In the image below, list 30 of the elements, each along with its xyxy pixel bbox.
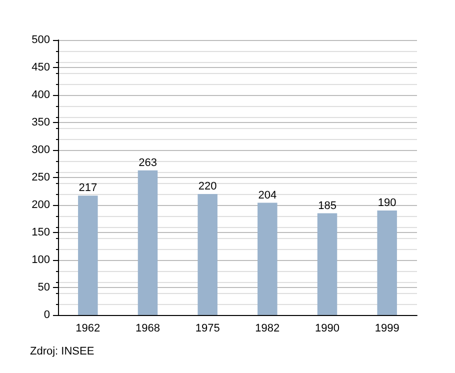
x-tick-label: 1975 bbox=[195, 322, 220, 334]
data-label: 263 bbox=[138, 156, 157, 169]
y-tick-label: 150 bbox=[32, 226, 50, 238]
data-label: 185 bbox=[318, 200, 336, 212]
y-tick-label: 350 bbox=[32, 116, 50, 128]
x-tick-label: 1968 bbox=[136, 322, 160, 334]
bar bbox=[138, 170, 158, 315]
text: Zdroj: INSEE bbox=[30, 346, 94, 358]
bar bbox=[78, 196, 98, 315]
y-tick-label: 0 bbox=[44, 309, 50, 321]
data-label: 204 bbox=[258, 189, 277, 202]
y-tick-label: 400 bbox=[32, 89, 50, 101]
data-label: 220 bbox=[198, 180, 217, 192]
x-tick-label: 1962 bbox=[76, 322, 100, 334]
y-tick-label: 450 bbox=[32, 62, 50, 74]
bar bbox=[258, 202, 278, 315]
y-tick-label: 250 bbox=[32, 172, 50, 184]
bar bbox=[198, 194, 218, 315]
y-tick-label: 500 bbox=[32, 34, 50, 46]
bar bbox=[377, 210, 397, 315]
y-tick-label: 100 bbox=[32, 254, 50, 266]
x-tick-label: 1999 bbox=[374, 322, 400, 334]
x-tick-label: 1990 bbox=[315, 322, 340, 334]
data-label: 217 bbox=[78, 182, 98, 194]
data-label: 190 bbox=[378, 197, 396, 209]
y-tick-label: 200 bbox=[32, 199, 50, 211]
y-tick-label: 300 bbox=[32, 144, 50, 156]
y-tick-label: 50 bbox=[38, 282, 50, 294]
x-tick-label: 1982 bbox=[255, 322, 280, 334]
bar bbox=[317, 213, 338, 315]
